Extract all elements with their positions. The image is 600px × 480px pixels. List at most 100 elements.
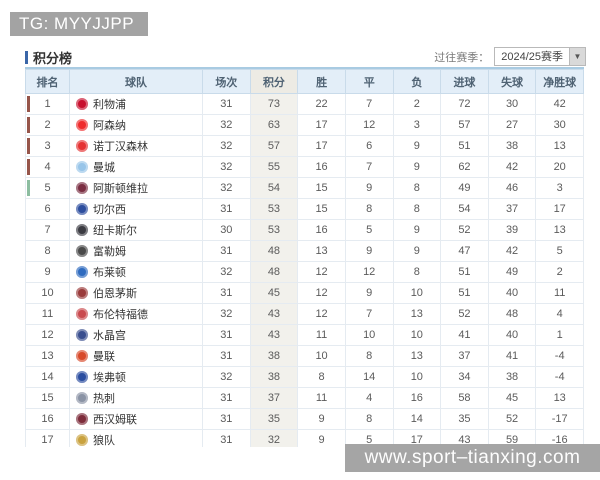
table-row: 4 曼城 32 55 16 7 9 62 42 20	[25, 156, 584, 178]
stat-win: 9	[297, 429, 346, 447]
column-header-6: 负	[392, 69, 442, 94]
rank-cell: 5	[25, 177, 70, 199]
stat-goals-for: 51	[440, 261, 489, 283]
stat-loss: 8	[392, 177, 442, 199]
stat-goals-for: 51	[440, 282, 489, 304]
stat-played: 31	[202, 282, 251, 304]
table-row: 2 阿森纳 32 63 17 12 3 57 27 30	[25, 114, 584, 136]
stat-loss: 8	[392, 198, 442, 220]
table-row: 1 利物浦 31 73 22 7 2 72 30 42	[25, 93, 584, 115]
table-row: 10 伯恩茅斯 31 45 12 9 10 51 40 11	[25, 282, 584, 304]
stat-points: 32	[249, 429, 299, 447]
stat-win: 11	[297, 387, 346, 409]
stat-win: 15	[297, 198, 346, 220]
team-logo-icon	[76, 224, 88, 236]
rank-cell: 9	[25, 261, 70, 283]
stat-goals-for: 35	[440, 408, 489, 430]
stat-points: 53	[249, 219, 299, 241]
team-logo-icon	[76, 266, 88, 278]
column-header-0: 排名	[25, 69, 70, 94]
stat-goals-against: 49	[487, 261, 537, 283]
rank-indicator-bar	[27, 117, 30, 133]
standings-table-container: 排名 球队 场次 积分胜平负进球 失球 净胜球 1 利物浦 31 73 22 7 2 72 30 42 2 阿森…	[25, 67, 584, 447]
table-row: 11 布伦特福德 32 43 12 7 13 52 48 4	[25, 303, 584, 325]
rank-cell: 3	[25, 135, 70, 157]
stat-loss: 2	[392, 93, 442, 115]
stat-draw: 8	[344, 408, 394, 430]
stat-goals-against: 59	[487, 429, 537, 447]
chevron-down-icon[interactable]: ▼	[569, 48, 585, 65]
stat-loss: 10	[392, 324, 442, 346]
team-name: 纽卡斯尔	[93, 225, 137, 237]
watermark-text: www.sport–tianxing.com	[364, 447, 581, 468]
team-cell: 西汉姆联	[69, 408, 203, 430]
season-dropdown[interactable]: 2024/25赛季 ▼	[494, 47, 586, 66]
stat-goal-difference: 1	[535, 324, 584, 346]
rank-cell: 13	[25, 345, 70, 367]
stat-loss: 8	[392, 261, 442, 283]
stat-goals-for: 43	[440, 429, 489, 447]
stat-played: 32	[202, 156, 251, 178]
watermark-bar: www.sport–tianxing.com	[345, 444, 600, 472]
stat-goal-difference: 11	[535, 282, 584, 304]
stat-played: 31	[202, 240, 251, 262]
stat-points: 73	[249, 93, 299, 115]
stat-goals-against: 52	[487, 408, 537, 430]
stat-goal-difference: -4	[535, 345, 584, 367]
stat-goals-against: 37	[487, 198, 537, 220]
stat-played: 32	[202, 366, 251, 388]
stat-points: 38	[249, 345, 299, 367]
stat-points: 43	[249, 324, 299, 346]
stat-win: 8	[297, 366, 346, 388]
stat-goal-difference: 13	[535, 387, 584, 409]
stat-draw: 5	[344, 219, 394, 241]
rank-cell: 8	[25, 240, 70, 262]
column-header-5: 平	[344, 69, 394, 94]
table-row: 16 西汉姆联 31 35 9 8 14 35 52 -17	[25, 408, 584, 430]
stat-win: 13	[297, 240, 346, 262]
team-logo-icon	[76, 161, 88, 173]
team-cell: 切尔西	[69, 198, 203, 220]
rank-cell: 17	[25, 429, 70, 447]
stat-played: 31	[202, 387, 251, 409]
stat-draw: 12	[344, 114, 394, 136]
stat-points: 53	[249, 198, 299, 220]
team-cell: 狼队	[69, 429, 203, 447]
column-header-8: 失球	[487, 69, 537, 94]
stat-draw: 7	[344, 93, 394, 115]
stat-played: 31	[202, 198, 251, 220]
title-accent-bar	[25, 51, 28, 64]
stat-goal-difference: 17	[535, 198, 584, 220]
stat-goals-for: 52	[440, 219, 489, 241]
stat-goal-difference: 42	[535, 93, 584, 115]
table-header-row: 排名 球队 场次 积分胜平负进球 失球 净胜球	[25, 69, 584, 94]
table-row: 8 富勒姆 31 48 13 9 9 47 42 5	[25, 240, 584, 262]
team-logo-icon	[76, 203, 88, 215]
stat-goal-difference: 4	[535, 303, 584, 325]
stat-goal-difference: -4	[535, 366, 584, 388]
stat-played: 31	[202, 324, 251, 346]
column-header-9: 净胜球	[535, 69, 584, 94]
team-name: 埃弗顿	[93, 372, 126, 384]
stat-points: 48	[249, 240, 299, 262]
stat-loss: 17	[392, 429, 442, 447]
stat-win: 10	[297, 345, 346, 367]
team-cell: 曼城	[69, 156, 203, 178]
rank-cell: 15	[25, 387, 70, 409]
team-logo-icon	[76, 434, 88, 446]
stat-goals-for: 58	[440, 387, 489, 409]
stat-goals-for: 62	[440, 156, 489, 178]
team-logo-icon	[76, 308, 88, 320]
stat-win: 16	[297, 156, 346, 178]
season-value[interactable]: 2024/25赛季	[501, 51, 563, 63]
stat-goal-difference: 13	[535, 219, 584, 241]
stat-draw: 14	[344, 366, 394, 388]
team-logo-icon	[76, 98, 88, 110]
stat-goals-for: 47	[440, 240, 489, 262]
team-cell: 利物浦	[69, 93, 203, 115]
stat-goals-for: 49	[440, 177, 489, 199]
team-name: 西汉姆联	[93, 414, 137, 426]
stat-points: 55	[249, 156, 299, 178]
stat-loss: 9	[392, 135, 442, 157]
rank-cell: 12	[25, 324, 70, 346]
